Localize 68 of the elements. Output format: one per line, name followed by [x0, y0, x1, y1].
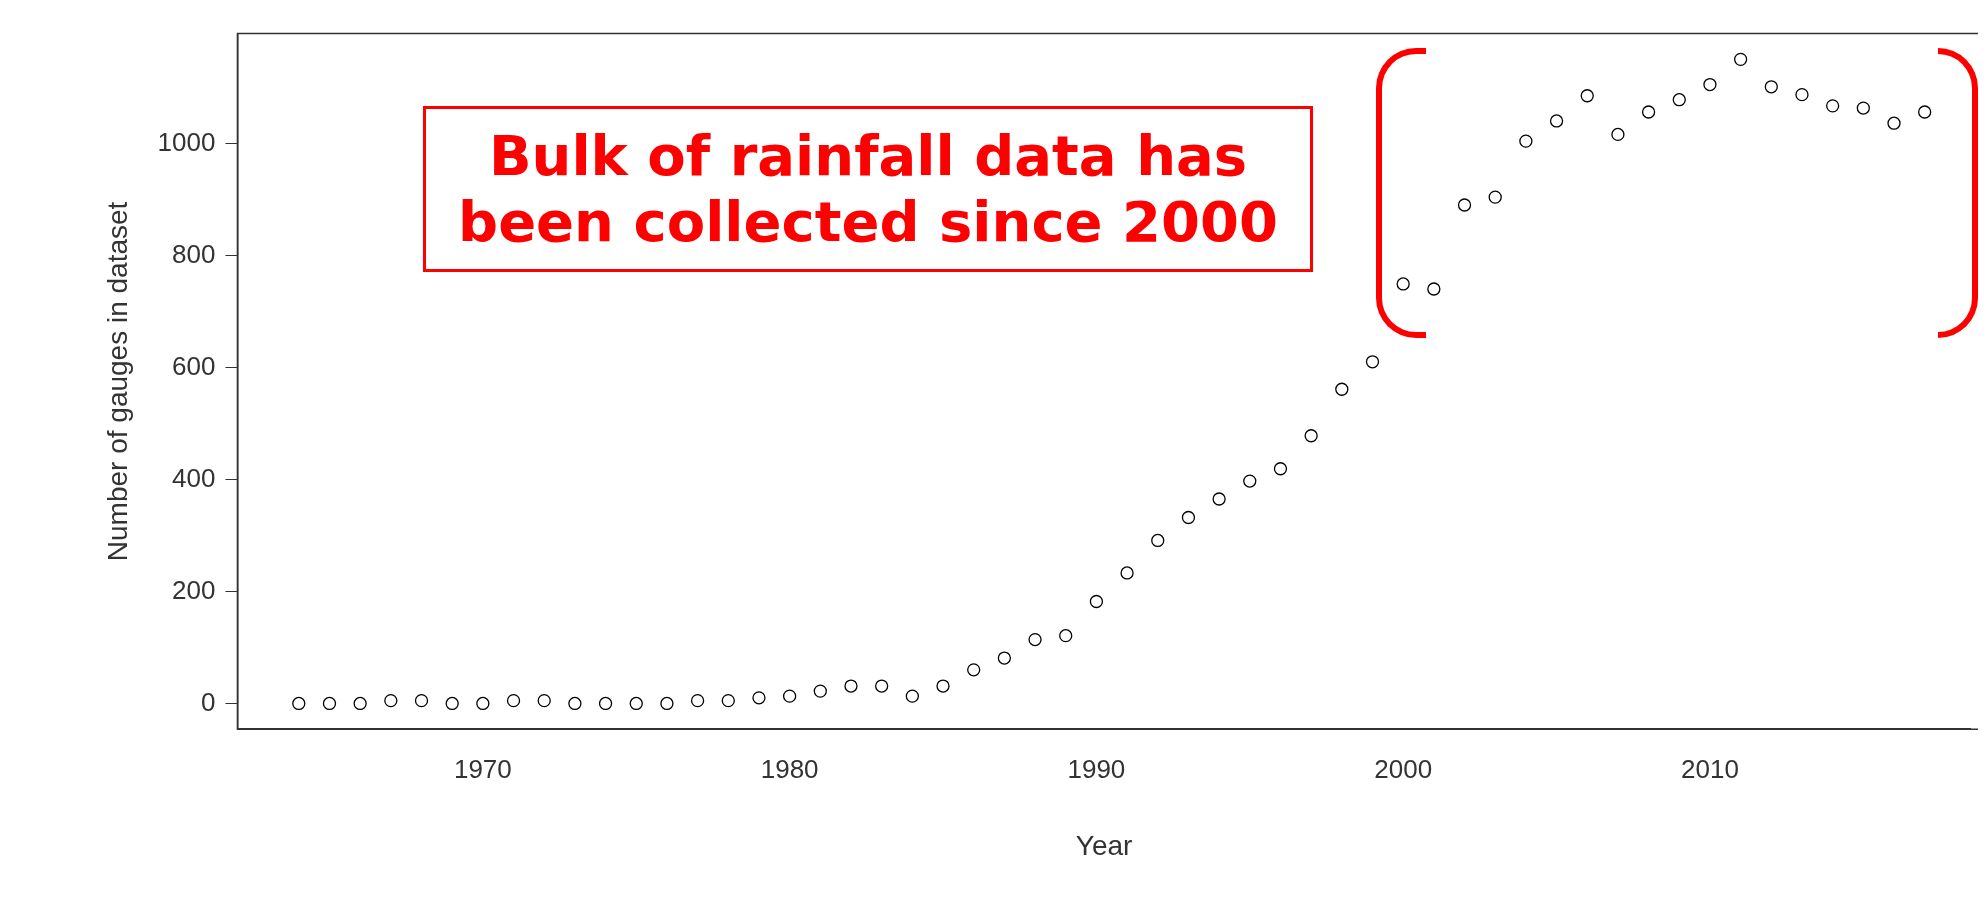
point — [844, 679, 858, 693]
point — [997, 651, 1012, 665]
point — [1273, 462, 1288, 476]
point — [782, 689, 797, 703]
point — [1549, 114, 1564, 128]
point — [1212, 492, 1226, 506]
point — [1488, 190, 1502, 204]
x-tick-label: 1980 — [760, 753, 819, 784]
x-tick-label: 2000 — [1374, 753, 1433, 784]
y-tick-label: 200 — [172, 574, 216, 605]
point — [1151, 533, 1165, 548]
point — [537, 693, 551, 708]
point — [967, 663, 981, 677]
point — [1672, 93, 1686, 107]
x-tick-label: 1970 — [453, 753, 512, 784]
point — [1611, 127, 1625, 142]
point — [445, 696, 459, 711]
x-axis-title: Year — [1075, 829, 1133, 861]
point — [1887, 116, 1901, 130]
point — [1826, 99, 1840, 113]
point — [875, 679, 889, 693]
point — [1335, 382, 1349, 396]
point — [1703, 77, 1717, 92]
point — [1304, 429, 1318, 443]
point — [1120, 566, 1134, 580]
point — [690, 693, 705, 708]
annotation: Bulk of rainfall data has been collected since 2000 — [423, 106, 1313, 272]
point — [598, 696, 613, 711]
point — [568, 696, 582, 711]
x-tick-label: 1990 — [1067, 753, 1126, 784]
point — [1519, 134, 1533, 148]
point — [1028, 632, 1042, 647]
x-tick-label: 2010 — [1681, 753, 1739, 784]
point — [936, 679, 950, 693]
y-tick-label: 600 — [172, 350, 216, 381]
point — [1089, 594, 1104, 609]
point — [752, 691, 766, 705]
y-tick-label: 800 — [172, 238, 216, 269]
point — [629, 696, 643, 711]
point — [292, 696, 306, 711]
point — [384, 693, 398, 708]
point — [721, 693, 735, 708]
point — [905, 689, 919, 703]
point — [476, 696, 490, 711]
y-axis-title: Number of gauges in dataset — [101, 201, 133, 562]
point — [1396, 277, 1410, 291]
point — [1243, 474, 1257, 488]
point — [1856, 101, 1870, 115]
point — [1764, 80, 1778, 94]
point — [1059, 629, 1073, 643]
point — [1641, 105, 1656, 119]
point — [1918, 105, 1932, 119]
point — [1181, 510, 1196, 525]
point — [660, 696, 674, 711]
point — [1457, 198, 1472, 212]
point — [322, 696, 337, 711]
y-tick-label: 0 — [200, 686, 216, 717]
y-tick-label: 400 — [172, 462, 216, 493]
point — [813, 684, 827, 698]
point — [1580, 89, 1594, 103]
y-tick-label: 1000 — [157, 126, 216, 157]
point — [1795, 88, 1809, 102]
point — [1365, 355, 1380, 369]
point — [1427, 282, 1441, 296]
point — [1733, 52, 1748, 67]
point — [353, 696, 367, 711]
point — [506, 693, 521, 708]
point — [414, 693, 429, 708]
